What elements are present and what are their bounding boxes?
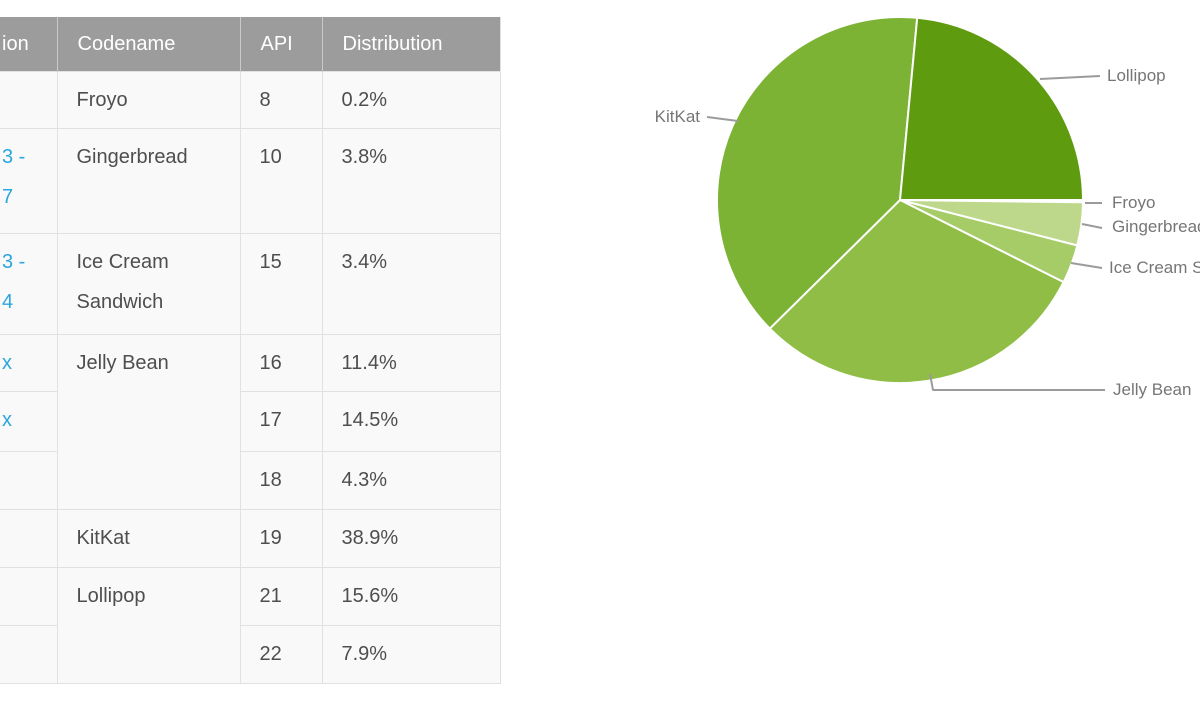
leader-line-jelly-bean	[929, 373, 1105, 391]
cell-api: 10	[240, 128, 323, 234]
version-distribution-table: ion Codename API Distribution Froyo 8 0.…	[0, 17, 501, 684]
cell-codename: KitKat	[57, 509, 241, 568]
cell-distribution: 7.9%	[322, 625, 501, 684]
cell-version-link	[0, 509, 58, 568]
pie-label-kitkat: KitKat	[654, 107, 700, 126]
table-row-jelly-bean-18: 18 4.3%	[0, 451, 501, 510]
cell-version-link[interactable]: 3 - 7	[0, 128, 58, 234]
header-distribution: Distribution	[322, 17, 501, 72]
cell-codename: Gingerbread	[57, 128, 241, 234]
leader-line-lollipop	[1039, 75, 1101, 80]
pie-label-gingerbread: Gingerbread	[1112, 217, 1200, 236]
cell-distribution: 38.9%	[322, 509, 501, 568]
table-row-kitkat: KitKat 19 38.9%	[0, 509, 501, 568]
pie-label-jelly-bean: Jelly Bean	[1113, 380, 1192, 399]
cell-version-link	[0, 451, 58, 510]
cell-version-link	[0, 567, 58, 626]
cell-codename: Lollipop	[57, 567, 241, 684]
header-api: API	[240, 17, 323, 72]
cell-version-link[interactable]: 3 - 4	[0, 233, 58, 335]
table-row-froyo: Froyo 8 0.2%	[0, 71, 501, 129]
cell-distribution: 11.4%	[322, 334, 501, 392]
pie-slice-lollipop[interactable]	[899, 16, 1084, 201]
table-row-lollipop-22: 22 7.9%	[0, 625, 501, 684]
table-header-row: ion Codename API Distribution	[0, 17, 501, 72]
cell-codename: Ice Cream Sandwich	[57, 233, 241, 335]
cell-api: 8	[240, 71, 323, 129]
cell-api: 22	[240, 625, 323, 684]
cell-api: 21	[240, 567, 323, 626]
cell-api: 15	[240, 233, 323, 335]
cell-api: 17	[240, 391, 323, 452]
pie-chart-svg	[706, 16, 1105, 391]
cell-codename: Froyo	[57, 71, 241, 129]
cell-api: 18	[240, 451, 323, 510]
cell-api: 16	[240, 334, 323, 392]
header-codename: Codename	[57, 17, 241, 72]
cell-distribution: 4.3%	[322, 451, 501, 510]
pie-label-lollipop: Lollipop	[1107, 66, 1166, 85]
pie-slice-jelly-bean[interactable]	[768, 199, 1065, 385]
table-row-gingerbread: 3 - 7 Gingerbread 10 3.8%	[0, 128, 501, 234]
table-row-lollipop-21: Lollipop 21 15.6%	[0, 567, 501, 684]
pie-slices-group	[716, 16, 1085, 385]
pie-label-froyo: Froyo	[1112, 193, 1156, 212]
table-row-jelly-bean-17: x 17 14.5%	[0, 391, 501, 452]
leader-line-ice-cream-sandwich	[1070, 262, 1103, 269]
cell-distribution: 15.6%	[322, 567, 501, 626]
cell-version-link[interactable]	[0, 71, 58, 129]
header-version-clipped: ion	[0, 17, 58, 72]
cell-distribution: 14.5%	[322, 391, 501, 452]
leader-line-kitkat	[706, 116, 739, 122]
cell-version-link[interactable]: x	[0, 334, 58, 392]
table-row-jelly-bean-16: x Jelly Bean 16 11.4%	[0, 334, 501, 510]
leader-line-gingerbread	[1081, 223, 1103, 229]
table-row-ice-cream-sandwich: 3 - 4 Ice Cream Sandwich 15 3.4%	[0, 233, 501, 335]
cell-version-link	[0, 625, 58, 684]
cell-distribution: 0.2%	[322, 71, 501, 129]
pie-label-ice-cream-sandwich: Ice Cream Sandwich	[1109, 258, 1200, 277]
cell-distribution: 3.8%	[322, 128, 501, 234]
cell-version-link[interactable]: x	[0, 391, 58, 452]
version-distribution-pie-chart: KitKat Lollipop Froyo Gingerbread Ice Cr…	[600, 0, 1200, 430]
cell-distribution: 3.4%	[322, 233, 501, 335]
cell-codename: Jelly Bean	[57, 334, 241, 510]
cell-api: 19	[240, 509, 323, 568]
